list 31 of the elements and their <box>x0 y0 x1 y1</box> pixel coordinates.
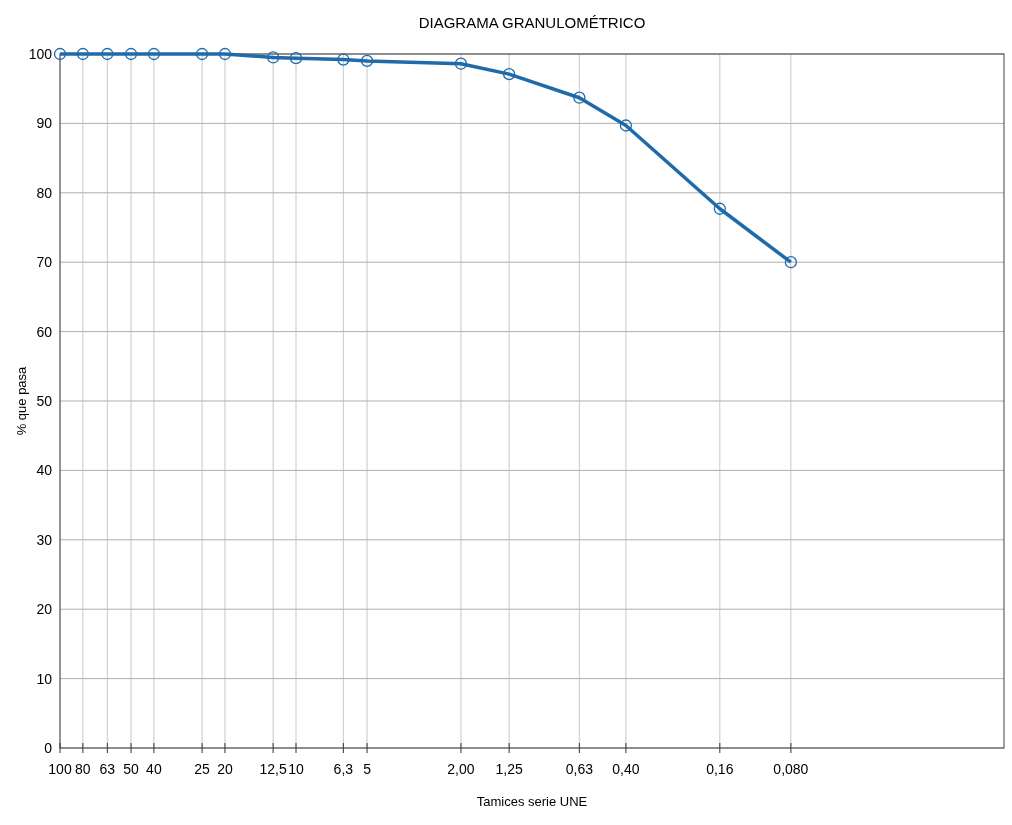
y-tick-label: 40 <box>36 462 53 479</box>
x-tick-label: 20 <box>217 761 233 777</box>
y-tick-label: 30 <box>36 531 53 548</box>
y-tick-label: 100 <box>28 45 53 62</box>
x-tick-label: 50 <box>123 761 140 777</box>
x-tick-label: 1,25 <box>495 761 523 777</box>
y-tick-label: 0 <box>44 739 53 756</box>
y-tick-label: 70 <box>36 254 53 271</box>
y-tick-label: 80 <box>36 184 53 201</box>
x-tick-label: 100 <box>48 761 72 777</box>
x-tick-label: 0,40 <box>612 761 640 777</box>
x-tick-label: 6,3 <box>333 761 354 777</box>
chart-title: DIAGRAMA GRANULOMÉTRICO <box>418 14 646 31</box>
y-tick-label: 60 <box>36 323 53 340</box>
x-axis-title: Tamices serie UNE <box>476 794 588 809</box>
x-tick-label: 0,16 <box>706 761 734 777</box>
y-tick-label: 50 <box>36 392 53 409</box>
y-tick-label: 90 <box>36 115 53 132</box>
y-tick-label: 10 <box>36 670 53 687</box>
x-tick-label: 2,00 <box>447 761 475 777</box>
x-tick-label: 0,63 <box>565 761 594 777</box>
x-tick-label: 80 <box>75 761 91 777</box>
x-tick-label: 63 <box>99 761 116 777</box>
y-tick-label: 20 <box>36 601 53 618</box>
x-tick-label: 25 <box>194 761 211 777</box>
x-tick-label: 5 <box>363 761 372 777</box>
x-tick-label: 12,5 <box>259 761 287 777</box>
x-tick-label: 10 <box>288 761 304 777</box>
x-tick-label: 40 <box>146 761 162 777</box>
y-axis-title: % que pasa <box>14 365 29 436</box>
x-tick-label: 0,080 <box>773 761 809 777</box>
